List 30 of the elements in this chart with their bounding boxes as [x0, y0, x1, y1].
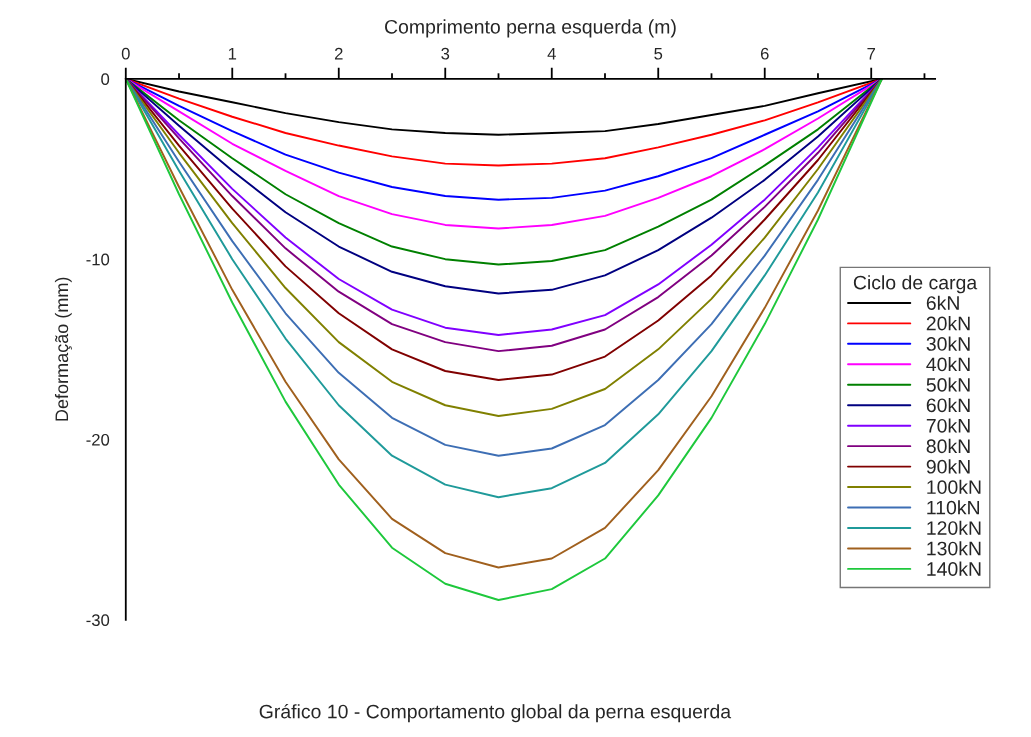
x-tick-label: 3: [441, 47, 450, 60]
x-tick-label: 6: [760, 47, 769, 60]
legend-label: 6kN: [926, 295, 959, 310]
legend-label: 20kN: [926, 316, 970, 331]
legend-label: 60kN: [926, 397, 970, 413]
legend-label: 140kN: [927, 561, 981, 576]
legend-label: 120kN: [927, 520, 981, 535]
legend-label: 80kN: [926, 438, 970, 454]
x-tick-label: 4: [547, 47, 556, 60]
text: Gráfico 10 - Comportamento global da perna esquerda: [259, 703, 732, 723]
x-tick-label: 0: [121, 47, 130, 60]
x-tick-label: 1: [228, 47, 237, 60]
x-tick-label: 2: [334, 47, 343, 60]
legend-label: 130kN: [927, 541, 981, 556]
y-tick-label: 0: [101, 73, 110, 86]
y-tick-label: -10: [86, 253, 110, 266]
legend-title: Ciclo de carga: [853, 275, 978, 294]
x-axis-title: Comprimento perna esquerda (m): [385, 19, 676, 38]
x-tick-label: 5: [654, 47, 663, 60]
x-tick-label: 7: [867, 47, 876, 60]
legend-label: 110kN: [927, 500, 980, 515]
legend-label: 50kN: [926, 377, 970, 392]
legend-label: 70kN: [926, 418, 970, 433]
y-axis-title: Deformação (mm): [54, 277, 72, 421]
legend-label: 30kN: [926, 336, 970, 351]
y-tick-label: -20: [86, 433, 110, 446]
legend-label: 100kN: [927, 479, 981, 495]
legend-label: 40kN: [926, 357, 970, 372]
legend-label: 90kN: [926, 459, 970, 474]
y-tick-label: -30: [86, 614, 110, 627]
